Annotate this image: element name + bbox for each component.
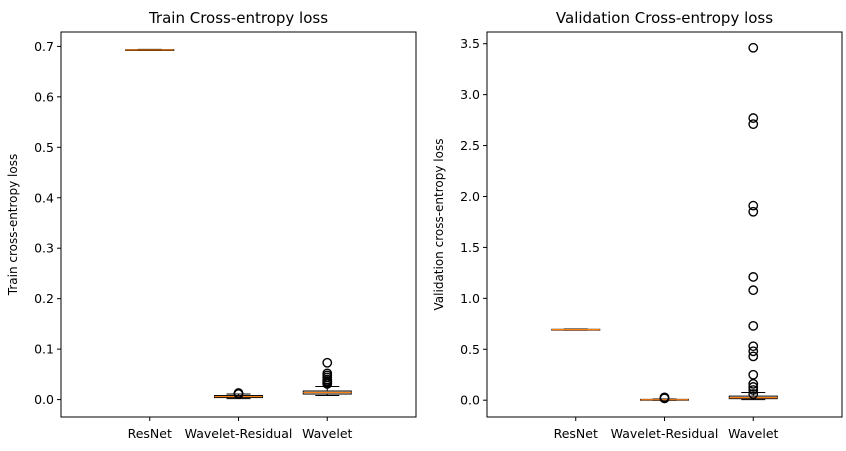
train-loss-panel: Train Cross-entropy loss Train cross-ent… [6,9,417,441]
train-x-tick-label: Wavelet-Residual [185,426,293,441]
outlier-point [748,378,759,389]
train-y-tick-label: 0.7 [34,39,54,54]
train-x-tick-label: Wavelet [302,426,352,441]
validation-x-tick-label: Wavelet-Residual [611,426,719,441]
train-box-resnet [125,48,175,51]
train-y-tick-label: 0.5 [34,140,54,155]
validation-x-tick-label: ResNet [554,426,598,441]
train-x-tick-label: ResNet [128,426,172,441]
train-box-wavelet [302,357,352,397]
validation-box-resnet [551,328,601,331]
outlier-point [322,357,333,368]
outlier-point [233,388,244,398]
validation-chart-title: Validation Cross-entropy loss [556,9,773,27]
outlier-point [748,320,759,331]
outlier-point [659,392,670,403]
train-y-tick-label: 0.1 [34,342,54,357]
outlier-point [748,346,759,357]
validation-y-tick-label: 3.5 [460,36,480,51]
train-box-wavelet-residual [214,388,263,400]
outlier-point [748,385,759,395]
validation-y-tick-label: 0.5 [460,342,480,357]
outlier-point [748,382,759,392]
outlier-point [748,42,759,53]
train-y-tick-label: 0.0 [34,392,54,407]
outlier-point [748,341,759,352]
train-y-tick-label: 0.6 [34,89,54,104]
validation-y-axis-label: Validation cross-entropy loss [432,139,446,311]
train-y-tick-label: 0.4 [34,190,54,205]
train-chart-title: Train Cross-entropy loss [148,9,328,27]
validation-y-tick-label: 0.0 [460,393,480,408]
train-y-tick-label: 0.2 [34,291,54,306]
outlier-point [748,113,759,123]
outlier-point [322,368,333,379]
validation-y-tick-label: 1.5 [460,240,480,255]
outlier-point [748,200,759,211]
validation-y-tick-label: 2.5 [460,138,480,153]
outlier-point [748,351,759,362]
validation-y-tick-label: 3.0 [460,87,480,102]
outlier-point [748,272,759,282]
validation-box-wavelet [728,42,778,401]
outlier-point [748,389,759,399]
validation-y-tick-label: 2.0 [460,189,480,204]
train-plot-frame [60,31,417,418]
outlier-point [748,285,759,296]
train-y-axis-label: Train cross-entropy loss [6,154,20,296]
validation-loss-panel: Validation Cross-entropy loss Validation… [432,9,843,441]
validation-y-tick-label: 1.0 [460,291,480,306]
train-y-tick-label: 0.3 [34,241,54,256]
validation-x-tick-label: Wavelet [728,426,778,441]
outlier-point [748,119,759,130]
validation-box-wavelet-residual [640,392,689,404]
outlier-point [748,369,759,380]
outlier-point [748,206,759,217]
validation-plot-frame [486,31,843,418]
